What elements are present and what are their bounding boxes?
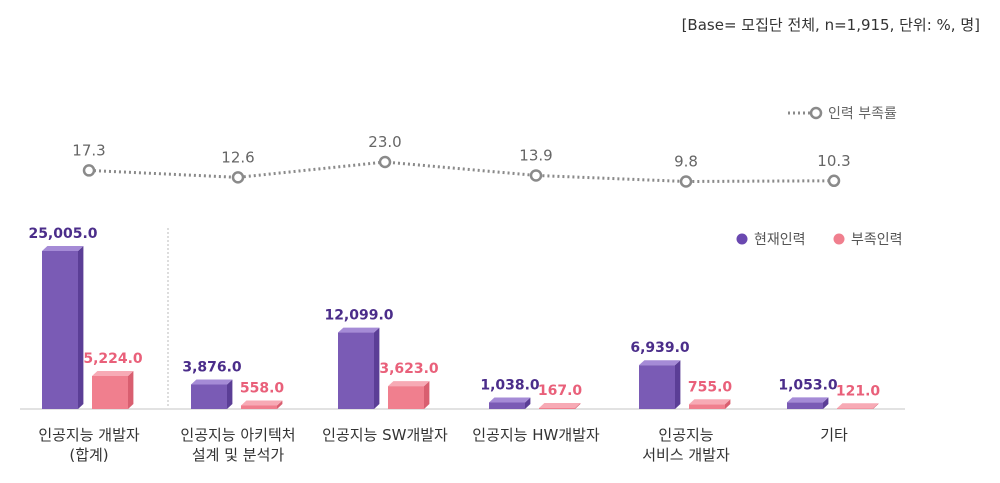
bar-shortage-2-value-label: 3,623.0 <box>379 361 439 377</box>
rate-value-label-3: 13.9 <box>519 146 552 164</box>
rate-value-label-5: 10.3 <box>817 152 850 170</box>
rate-point-1 <box>231 171 245 184</box>
bar-shortage-1 <box>241 400 283 409</box>
rate-point-4 <box>679 175 693 188</box>
bar-current-0-value-label: 25,005.0 <box>28 226 97 242</box>
x-tick-label-4: 인공지능 서비스 개발자 <box>642 426 730 464</box>
legend-line-marker-icon <box>809 106 823 120</box>
bars: 25,005.0 5,224.0 3,876.0 558.0 12,099.0 3,623… <box>28 226 880 409</box>
bar-shortage-2 <box>388 381 430 409</box>
legend-current-label: 현재인력 <box>754 232 806 248</box>
x-tick-label-1: 인공지능 아키텍처 설계 및 분석가 <box>180 426 295 464</box>
bar-shortage-3 <box>539 402 581 409</box>
bar-current-3-value-label: 1,038.0 <box>480 377 540 393</box>
base-note: [Base= 모집단 전체, n=1,915, 단위: %, 명] <box>681 16 980 34</box>
bar-current-1 <box>191 379 233 409</box>
bar-current-2-value-label: 12,099.0 <box>324 308 393 324</box>
bar-shortage-3-value-label: 167.0 <box>538 383 583 399</box>
x-tick-label-5: 기타 <box>820 426 848 444</box>
rate-point-3 <box>529 169 543 182</box>
bar-current-4-value-label: 6,939.0 <box>630 340 690 356</box>
bar-current-4 <box>639 360 681 409</box>
bar-shortage-0-value-label: 5,224.0 <box>83 351 143 367</box>
bar-shortage-1-value-label: 558.0 <box>240 381 285 397</box>
rate-value-label-4: 9.8 <box>674 153 698 171</box>
rate-point-5 <box>827 174 841 188</box>
bar-shortage-0 <box>92 371 134 409</box>
bar-current-1-value-label: 3,876.0 <box>182 360 242 376</box>
bar-current-5-value-label: 1,053.0 <box>778 377 838 393</box>
shortage-rate-line: 17.3 12.6 23.0 13.9 9.8 10.3 <box>72 133 851 188</box>
bar-shortage-4-value-label: 755.0 <box>688 379 733 395</box>
rate-value-label-0: 17.3 <box>72 141 105 159</box>
legend-line: 인력 부족률 <box>788 106 897 122</box>
bar-current-0 <box>42 246 84 409</box>
x-tick-label-2: 인공지능 SW개발자 <box>322 426 448 444</box>
rate-line-path <box>88 160 835 184</box>
legend-shortage-label: 부족인력 <box>851 232 903 248</box>
bar-current-5 <box>787 397 829 409</box>
bar-shortage-4 <box>689 399 731 409</box>
x-tick-label-0: 인공지능 개발자 (합계) <box>38 426 140 464</box>
bar-current-3 <box>489 397 531 409</box>
bar-shortage-5-value-label: 121.0 <box>836 383 881 399</box>
x-axis-labels: 인공지능 개발자 (합계) 인공지능 아키텍처 설계 및 분석가 인공지능 SW개발자 인… <box>38 426 848 464</box>
legend-bars: 현재인력 부족인력 <box>736 232 903 248</box>
rate-value-label-2: 23.0 <box>368 133 401 151</box>
x-tick-label-3: 인공지능 HW개발자 <box>472 426 600 444</box>
rate-point-2 <box>378 155 392 169</box>
rate-point-0 <box>82 164 96 177</box>
legend-line-label: 인력 부족률 <box>828 106 897 122</box>
legend-current-dot-icon <box>736 233 748 245</box>
bar-shortage-5 <box>837 403 879 409</box>
rate-value-label-1: 12.6 <box>221 148 254 166</box>
legend-shortage-dot-icon <box>833 233 845 245</box>
bar-current-2 <box>338 327 380 409</box>
